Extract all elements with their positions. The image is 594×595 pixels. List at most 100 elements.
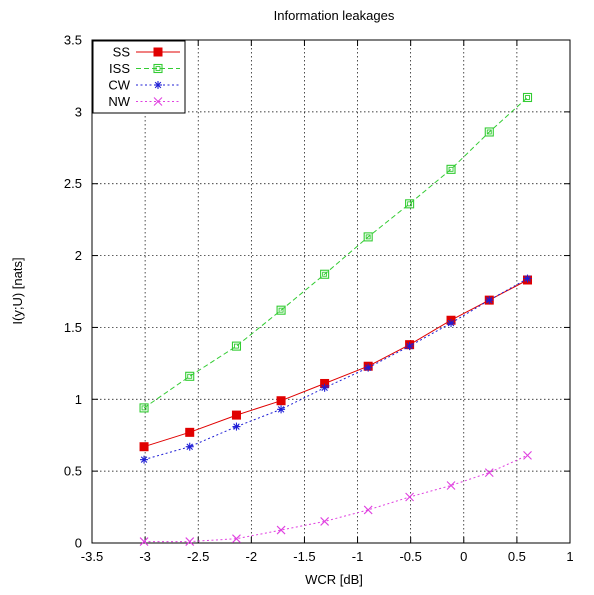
x-tick-label: -2 xyxy=(246,549,258,564)
marker-cross-stroke xyxy=(523,450,532,460)
marker-cross-stroke xyxy=(363,505,373,515)
x-tick-label: -3.5 xyxy=(81,549,103,564)
legend-item-nw: NW xyxy=(108,94,180,109)
marker-open-square xyxy=(484,127,494,137)
marker-cross-stroke xyxy=(484,468,494,477)
legend-label: NW xyxy=(108,94,130,109)
x-tick-label: 0 xyxy=(460,549,467,564)
data-point-nw xyxy=(232,534,241,544)
series-layer xyxy=(139,92,533,546)
marker-cross-stroke xyxy=(320,517,330,526)
data-point-nw xyxy=(276,525,286,535)
marker-open-square xyxy=(446,164,456,174)
marker-open-square xyxy=(522,92,533,103)
legend-box xyxy=(92,40,186,114)
marker-open-square-inner xyxy=(448,166,454,172)
legend-label: ISS xyxy=(109,61,130,76)
data-point-ss xyxy=(185,427,195,437)
data-point-iss xyxy=(405,199,415,209)
marker-cross-stroke xyxy=(232,534,241,544)
x-axis-label: WCR [dB] xyxy=(305,572,363,587)
data-point-cw xyxy=(447,319,456,328)
marker-asterisk-stroke xyxy=(486,296,493,304)
data-point-nw xyxy=(405,492,414,502)
marker-asterisk-stroke xyxy=(154,81,162,89)
y-tick-label: 3 xyxy=(75,104,82,119)
marker-open-square xyxy=(363,232,373,242)
marker-asterisk-stroke xyxy=(406,342,413,350)
marker-cross-stroke xyxy=(139,537,149,546)
marker-open-square-inner xyxy=(141,405,147,411)
data-point-iss xyxy=(231,341,242,351)
marker-filled-square xyxy=(185,427,195,437)
data-point-cw xyxy=(405,342,414,351)
marker-open-square-inner xyxy=(486,129,492,135)
data-point-nw xyxy=(523,450,532,460)
marker-open-square-inner xyxy=(278,307,284,313)
marker-filled-square xyxy=(231,410,241,420)
data-point-iss xyxy=(522,92,533,103)
data-point-ss xyxy=(139,442,149,452)
marker-asterisk-stroke xyxy=(186,443,193,450)
marker-open-square xyxy=(276,305,286,315)
data-point-ss xyxy=(276,396,286,406)
x-tick-label: 0.5 xyxy=(508,549,526,564)
marker-asterisk-stroke xyxy=(277,406,285,413)
marker-open-square-inner xyxy=(525,95,530,100)
data-point-cw xyxy=(523,274,532,283)
data-point-cw xyxy=(364,363,373,372)
data-point-cw xyxy=(485,296,494,305)
data-point-iss xyxy=(276,305,286,315)
data-point-cw xyxy=(232,422,241,431)
data-point-iss xyxy=(363,232,373,242)
data-point-nw xyxy=(139,537,149,546)
marker-cross-stroke xyxy=(446,481,456,490)
x-tick-label: 1 xyxy=(566,549,573,564)
marker-filled-square xyxy=(276,396,286,406)
marker-asterisk-stroke xyxy=(447,319,455,327)
marker-open-square-inner xyxy=(365,234,371,240)
series-line-cw xyxy=(143,278,528,461)
ticks: -3.5 -3 -2.5 -2 -1.5 -1 -0.5 0 0.5 1 0 0.5 1 1.5 2 2.5 3… xyxy=(64,33,574,565)
marker-filled-square xyxy=(139,442,149,452)
data-point-nw xyxy=(185,537,195,546)
marker-cross-stroke xyxy=(153,97,163,106)
data-point-nw xyxy=(363,505,373,515)
data-point-iss xyxy=(446,164,456,174)
marker-cross-stroke xyxy=(405,492,414,502)
marker-open-square-inner xyxy=(234,343,239,349)
marker-open-square-inner xyxy=(155,66,161,71)
legend-item-ss: SS xyxy=(113,45,180,60)
marker-open-square-inner xyxy=(322,271,328,277)
data-point-iss xyxy=(185,371,195,381)
data-point-cw xyxy=(140,455,149,464)
data-point-nw xyxy=(446,481,456,490)
legend-item-iss: ISS xyxy=(109,61,180,76)
series-line-iss xyxy=(143,97,528,409)
marker-asterisk-stroke xyxy=(364,364,372,371)
y-tick-label: 3.5 xyxy=(64,33,82,48)
data-point-cw xyxy=(185,442,194,451)
series-line-ss xyxy=(143,279,528,448)
marker-cross-stroke xyxy=(276,525,286,535)
y-tick-label: 0.5 xyxy=(64,464,82,479)
data-point-ss xyxy=(231,410,241,420)
marker-open-square-inner xyxy=(407,201,413,207)
x-tick-label: -2.5 xyxy=(187,549,209,564)
legend-item-cw: CW xyxy=(108,78,180,93)
y-axis-label: I(y;U) [nats] xyxy=(10,257,25,324)
x-tick-label: -1 xyxy=(352,549,364,564)
chart-title: Information leakages xyxy=(274,8,395,23)
marker-open-square xyxy=(139,403,149,413)
y-tick-label: 2.5 xyxy=(64,176,82,191)
marker-open-square-inner xyxy=(187,373,193,379)
marker-open-square xyxy=(405,199,415,209)
marker-asterisk-stroke xyxy=(524,275,531,282)
data-point-iss xyxy=(320,269,330,279)
x-tick-label: -3 xyxy=(139,549,151,564)
y-tick-label: 2 xyxy=(75,248,82,263)
marker-asterisk-stroke xyxy=(140,456,148,463)
data-point-nw xyxy=(320,517,330,526)
